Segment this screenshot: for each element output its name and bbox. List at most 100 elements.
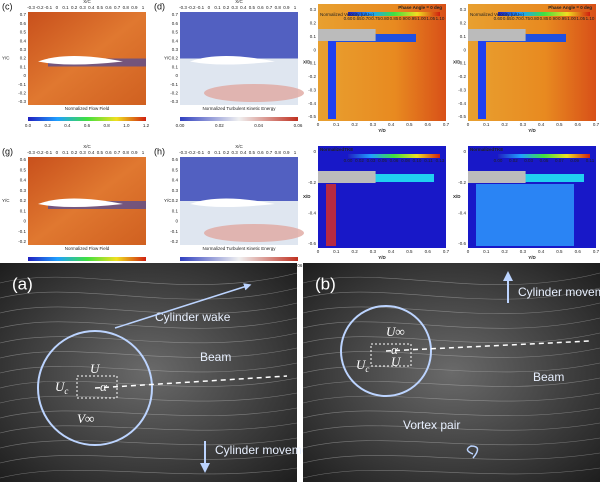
flow-streak [302,422,600,434]
x-tick-label: 0.4 [388,249,395,254]
alpha-symbol: α [100,379,108,394]
x-tick-label: 0.8 [275,5,282,10]
colorbar-tick: 0.75 [371,16,380,21]
y-tick-label: 0.6 [172,21,179,26]
y-tick-label: -0.1 [308,61,316,66]
uc-symbol: Uc [55,379,68,396]
x-tick-label: 0.2 [223,5,230,10]
y-tick-label: 0.4 [20,38,27,43]
colorbar [28,257,146,261]
x-tick-label: 0.7 [443,249,450,254]
colorbar-tick: 0.07 [555,158,564,163]
y-tick-label: 0.2 [310,21,317,26]
flow-streak [0,272,298,285]
colorbar-tick: 0.70 [512,16,521,21]
flow-streak [0,362,298,374]
x-tick-label: 0.3 [370,249,377,254]
y-tick-label: 0.3 [172,188,179,193]
x-tick-label: 0.5 [406,249,413,254]
flow-streak [0,467,298,479]
colorbar-tick: 0.6 [84,123,91,128]
flow-streak [302,287,600,300]
x-tick-label: 0.6 [425,249,432,254]
y-tick-label: -0.1 [18,82,26,87]
x-tick-label: 0.2 [71,150,78,155]
colorbar-label: Normalized Turbulent Kinetic Energy [202,246,276,251]
y-tick-label: 0.1 [20,208,27,213]
x-tick-label: 0.6 [105,5,112,10]
colorbar [498,154,590,158]
y-tick-label: 0.3 [20,188,27,193]
y-tick-label: -0.2 [458,74,466,79]
airfoil [190,198,275,207]
colorbar-tick: 0.04 [254,123,263,128]
y-tick-label: -0.4 [308,101,316,106]
x-tick-label: 0 [56,150,59,155]
y-tick-label: 0.5 [20,30,27,35]
colorbar-label: Normalized Flow Field [65,246,110,251]
x-axis-label: Y/D [378,255,386,260]
y-tick-label: 0.2 [20,198,27,203]
y-tick-label: -0.3 [170,99,178,104]
colorbar-tick: 0.95 [408,16,417,21]
colorbar-tick: 1.05 [576,16,585,21]
flow-streak [0,332,298,344]
colorbar-tick: 0.90 [549,16,558,21]
x-tick-label: -0.1 [44,150,52,155]
model [318,29,376,41]
photo-background [0,263,297,482]
x-tick-label: 0.8 [123,150,130,155]
plot-title: Phase Angle = 0 deg [398,5,442,10]
x-tick-label: 0.9 [131,5,138,10]
uc-base: U [55,379,66,394]
colorbar-tick: 0.13 [436,158,445,163]
y-tick-label: 0.4 [20,178,27,183]
tke-jet [476,184,574,246]
colorbar-tick: 0.08 [401,158,410,163]
colorbar-tick: 0.03 [524,158,533,163]
flow-streak [302,467,600,479]
cylinder [340,305,432,397]
flow-streak [0,437,298,449]
colorbar-tick: 1.2 [143,123,150,128]
x-tick-label: 0.8 [123,5,130,10]
colorbar-tick: 0.06 [294,123,303,128]
velocity-triangle [76,375,118,399]
y-tick-label: -0.4 [308,211,316,216]
x-tick-label: 0.1 [62,5,69,10]
x-tick-label: 0.6 [425,122,432,127]
x-tick-label: 0.3 [80,150,87,155]
y-tick-label: 0.7 [20,12,27,17]
x-tick-label: 0.5 [249,5,256,10]
plot-field [318,146,446,248]
y-tick-label: -0.4 [458,211,466,216]
panel-label: (b) [315,274,336,293]
colorbar-tick: 0.75 [521,16,530,21]
u-symbol: U [391,354,402,369]
colorbar-tick: 0.60 [494,16,503,21]
colorbar-tick: 0.65 [353,16,362,21]
y-tick-label: -0.2 [458,180,466,185]
alpha-symbol: α [391,342,399,357]
y-tick-label: 0.2 [20,56,27,61]
y-tick-label: -0.4 [458,101,466,106]
u-inf-symbol: U∞ [386,324,405,339]
wake-label: Cylinder wake [155,310,231,324]
uc-symbol: Uc [356,357,369,374]
x-tick-label: 0.1 [483,122,490,127]
jet [328,40,336,119]
x-tick-label: 0.8 [275,150,282,155]
x-axis-label: Y/D [528,128,536,133]
y-tick-label: -0.1 [458,61,466,66]
y-tick-label: -0.1 [18,229,26,234]
tke-wake [326,174,434,182]
x-tick-label: 0.5 [249,150,256,155]
x-tick-label: -0.3 [179,150,187,155]
colorbar-tick: 0.90 [399,16,408,21]
x-tick-label: 0.4 [240,150,247,155]
x-tick-label: 0.4 [538,249,545,254]
colorbar-tick: 0.06 [390,158,399,163]
x-tick-label: 0.2 [501,122,508,127]
